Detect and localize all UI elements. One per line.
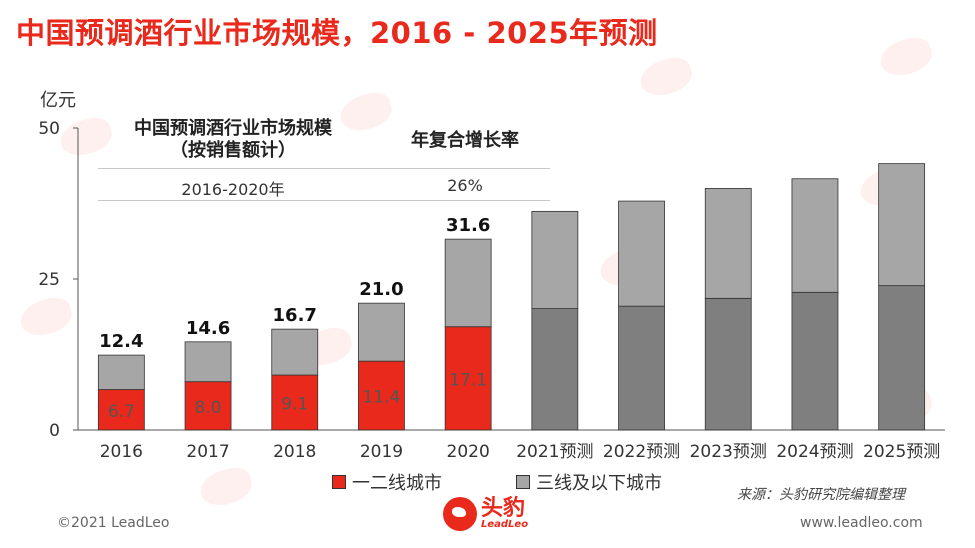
bar-total-label: 21.0: [359, 279, 403, 300]
table-header-title: 中国预调酒行业市场规模: [134, 118, 332, 139]
table-cagr-value: 26%: [447, 176, 483, 195]
x-tick-label: 2021预测: [516, 442, 593, 462]
bar-tier3: [531, 210, 579, 309]
y-axis-unit: 亿元: [40, 90, 76, 111]
y-tick-label: 0: [49, 421, 60, 441]
x-tick-label: 2020: [447, 442, 490, 462]
website-link[interactable]: www.leadleo.com: [800, 515, 923, 531]
legend-tier3: 三线及以下城市: [516, 469, 662, 495]
bar-tier1: [97, 389, 145, 431]
bar-tier3: [97, 354, 145, 390]
bar-tier1: [444, 326, 492, 431]
bar-tier3: [618, 200, 665, 307]
x-tick-label: 2025预测: [863, 442, 940, 462]
copyright-text: ©2021 LeadLeo: [57, 515, 170, 531]
table-header-cagr: 年复合增长率: [411, 130, 519, 151]
x-tick-label: 2016: [100, 442, 143, 462]
bar-tier3: [358, 302, 405, 362]
bar-tier3: [878, 163, 926, 287]
y-tick-label: 25: [38, 270, 60, 290]
x-tick-label: 2022预测: [603, 442, 680, 462]
table-header-subtitle: （按销售额计）: [170, 140, 296, 161]
y-tick-label: 50: [38, 119, 60, 139]
legend-label-tier1: 一二线城市: [352, 473, 442, 494]
page-title: 中国预调酒行业市场规模，2016 - 2025年预测: [16, 16, 658, 50]
bar-tier1: [358, 360, 405, 431]
x-tick-label: 2023预测: [690, 442, 767, 462]
table-period: 2016-2020年: [181, 180, 285, 199]
bar-value-label: 6.7: [108, 402, 135, 422]
bar-tier1: [878, 285, 926, 431]
bar-tier3: [271, 328, 319, 376]
bar-total-label: 16.7: [273, 305, 317, 326]
logo-en: LeadLeo: [481, 519, 529, 530]
bar-tier3: [184, 341, 232, 383]
bar-tier1: [704, 297, 752, 431]
table-divider: [98, 200, 550, 201]
table-divider: [98, 168, 550, 169]
bar-tier3: [791, 178, 839, 293]
bar-tier1: [184, 381, 232, 431]
legend-swatch-tier1: [332, 475, 346, 489]
leopard-icon: [443, 497, 477, 531]
bar-value-label: 8.0: [195, 398, 222, 418]
logo-cn: 头豹: [481, 496, 526, 521]
legend-tier1: 一二线城市: [332, 469, 442, 495]
bar-total-label: 12.4: [99, 331, 143, 352]
bar-tier1: [618, 305, 665, 431]
legend-label-tier3: 三线及以下城市: [536, 473, 662, 494]
logo-text: 头豹 LeadLeo: [481, 498, 528, 530]
bar-value-label: 9.1: [281, 395, 308, 415]
bar-tier3: [444, 238, 492, 328]
brand-logo: 头豹 LeadLeo: [443, 497, 528, 531]
x-tick-label: 2018: [273, 442, 316, 462]
table-header-market-size: 中国预调酒行业市场规模 （按销售额计）: [98, 118, 368, 162]
source-note: 来源：头豹研究院编辑整理: [737, 487, 905, 503]
x-tick-label: 2019: [360, 442, 403, 462]
legend-swatch-tier3: [516, 475, 530, 489]
bar-total-label: 14.6: [186, 318, 230, 339]
bar-value-label: 17.1: [449, 370, 487, 390]
bar-tier1: [791, 291, 839, 431]
bar-total-label: 31.6: [446, 215, 490, 236]
bar-tier1: [531, 308, 579, 431]
x-tick-label: 2017: [186, 442, 229, 462]
bar-tier3: [704, 187, 752, 299]
x-tick-label: 2024预测: [776, 442, 853, 462]
bar-tier1: [271, 374, 319, 431]
bar-value-label: 11.4: [363, 388, 401, 408]
